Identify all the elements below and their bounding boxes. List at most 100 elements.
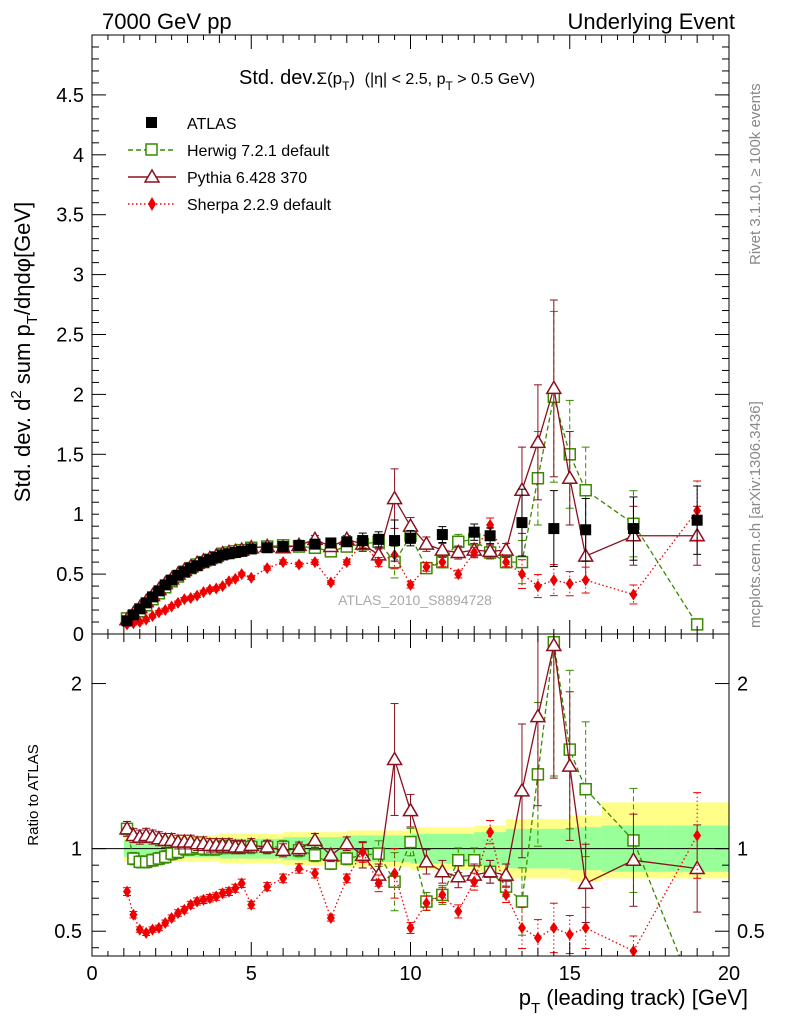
sherpa-marker bbox=[193, 589, 202, 602]
main-y-tick-label: 2 bbox=[73, 384, 84, 406]
sherpa-marker bbox=[224, 885, 233, 898]
herwig-marker bbox=[308, 849, 322, 862]
herwig-marker bbox=[452, 853, 465, 867]
atlas-marker bbox=[468, 526, 480, 538]
sherpa-marker bbox=[438, 888, 447, 901]
sherpa-marker bbox=[123, 885, 132, 898]
main-series-sherpa bbox=[123, 480, 702, 631]
pythia-marker bbox=[402, 517, 419, 532]
legend-label-atlas: ATLAS bbox=[187, 116, 237, 133]
upper-ylabel-a: Std. dev. d bbox=[10, 399, 35, 503]
pythia-marker bbox=[497, 541, 515, 556]
ratio-series-sherpa bbox=[123, 792, 702, 956]
main-y-tick-label: 3.5 bbox=[56, 205, 84, 227]
pythia-marker bbox=[625, 851, 642, 866]
atlas-marker bbox=[217, 549, 229, 561]
atlas-marker bbox=[405, 532, 416, 544]
legend-entry-pythia: Pythia 6.428 370 bbox=[128, 168, 307, 187]
sherpa-marker bbox=[422, 560, 431, 573]
sherpa-marker bbox=[422, 897, 431, 910]
pythia-marker bbox=[513, 782, 531, 797]
main-y-tick-label: 0.5 bbox=[56, 564, 84, 586]
pythia-marker bbox=[386, 751, 403, 766]
pythia-marker bbox=[434, 863, 451, 878]
sherpa-marker bbox=[406, 578, 415, 591]
atlas-marker bbox=[223, 548, 235, 560]
pythia-marker bbox=[481, 863, 499, 878]
sherpa-marker bbox=[549, 921, 558, 934]
herwig-marker bbox=[515, 555, 529, 569]
sherpa-marker bbox=[581, 574, 590, 587]
atlas-marker bbox=[548, 523, 560, 535]
sherpa-marker bbox=[470, 546, 479, 559]
pythia-marker bbox=[449, 544, 467, 559]
plot-title-sub: T bbox=[342, 79, 350, 93]
main-y-tick-label: 1.5 bbox=[56, 444, 84, 466]
sherpa-marker bbox=[565, 577, 574, 590]
sherpa-marker bbox=[342, 872, 351, 885]
pythia-marker bbox=[545, 379, 563, 395]
sherpa-marker bbox=[454, 568, 463, 581]
sherpa-marker bbox=[237, 568, 246, 581]
atlas-marker bbox=[134, 603, 146, 615]
herwig-marker bbox=[579, 483, 592, 497]
pythia-marker bbox=[561, 757, 579, 772]
atlas-marker bbox=[373, 533, 385, 545]
sherpa-marker bbox=[247, 898, 256, 911]
pythia-marker bbox=[274, 841, 292, 857]
plot-title-main: Std. dev. bbox=[239, 67, 316, 89]
upper-ylabel-b: sum p bbox=[10, 324, 35, 390]
atlas-marker bbox=[627, 523, 639, 535]
atlas-marker bbox=[325, 537, 337, 549]
pythia-marker bbox=[577, 874, 594, 890]
main-y-tick-label: 3 bbox=[73, 265, 84, 287]
main-y-tick-label: 2.5 bbox=[56, 325, 84, 347]
sherpa-marker bbox=[247, 571, 256, 584]
sherpa-marker bbox=[218, 887, 227, 900]
sherpa-marker bbox=[374, 877, 383, 890]
sherpa-marker bbox=[326, 576, 335, 589]
x-tick-label: 0 bbox=[86, 963, 97, 985]
pythia-marker bbox=[386, 490, 403, 505]
header-left: 7000 GeV pp bbox=[102, 9, 232, 34]
sherpa-marker bbox=[205, 892, 214, 905]
pythia-marker bbox=[290, 840, 308, 855]
atlas-marker bbox=[516, 517, 528, 529]
legend-label-pythia: Pythia 6.428 370 bbox=[187, 170, 307, 187]
sherpa-marker bbox=[237, 877, 246, 890]
sherpa-marker bbox=[517, 568, 526, 581]
sherpa-marker bbox=[533, 931, 542, 944]
main-y-tick-label: 4 bbox=[73, 145, 84, 167]
sherpa-marker bbox=[295, 558, 304, 571]
pythia-marker bbox=[481, 542, 499, 558]
legend-entry-sherpa: Sherpa 2.2.9 default bbox=[128, 197, 332, 214]
pythia-marker bbox=[402, 802, 419, 817]
sherpa-marker bbox=[310, 867, 319, 880]
herwig-marker bbox=[340, 852, 354, 865]
sherpa-marker bbox=[199, 893, 208, 906]
atlas-marker bbox=[436, 529, 448, 541]
sherpa-marker bbox=[310, 556, 319, 569]
sherpa-marker bbox=[502, 556, 511, 569]
sherpa-marker bbox=[224, 575, 233, 588]
pythia-marker bbox=[434, 541, 451, 556]
pythia-marker bbox=[449, 868, 467, 883]
ratio-y-tick-label-right: 2 bbox=[737, 674, 748, 696]
legend-marker-herwig bbox=[145, 143, 158, 156]
atlas-marker bbox=[580, 524, 592, 536]
atlas-marker bbox=[261, 542, 273, 554]
sherpa-marker bbox=[167, 912, 176, 925]
atlas-marker bbox=[185, 562, 197, 574]
atlas-marker bbox=[341, 536, 353, 548]
atlas-marker bbox=[389, 535, 401, 547]
ratio-y-tick-label-right: 0.5 bbox=[737, 921, 765, 943]
herwig-marker bbox=[515, 895, 529, 908]
legend: ATLAS Herwig 7.2.1 default Pythia 6.428 … bbox=[128, 116, 332, 214]
upper-ylabel-sup: 2 bbox=[8, 390, 25, 398]
atlas-marker bbox=[277, 541, 289, 553]
ratio-y-tick-label: 2 bbox=[71, 674, 82, 696]
legend-label-herwig: Herwig 7.2.1 default bbox=[187, 143, 330, 160]
atlas-marker bbox=[121, 615, 133, 627]
main-y-tick-label: 1 bbox=[73, 504, 84, 526]
